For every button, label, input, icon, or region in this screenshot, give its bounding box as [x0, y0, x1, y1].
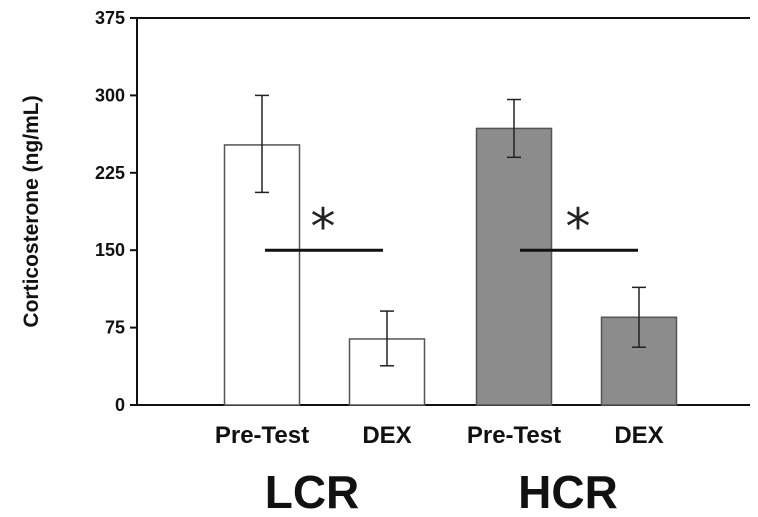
group-label: HCR — [518, 466, 618, 517]
y-tick-label: 0 — [115, 395, 125, 415]
labels: 0 75 150 225 300 375 Corticosterone (ng/mL) Pre… — [20, 8, 664, 517]
category-label: Pre-Test — [467, 422, 561, 449]
y-tick-label: 150 — [95, 240, 125, 260]
y-tick-label: 225 — [95, 163, 125, 183]
category-label: DEX — [362, 422, 411, 449]
y-tick-label: 75 — [105, 318, 125, 338]
category-label: DEX — [614, 422, 663, 449]
category-label: Pre-Test — [215, 422, 309, 449]
y-tick-label: 300 — [95, 85, 125, 105]
y-tick-label: 375 — [95, 8, 125, 28]
significance-asterisk: * — [566, 198, 591, 256]
bar — [475, 127, 553, 406]
bars — [223, 94, 678, 406]
group-label: LCR — [265, 466, 360, 517]
significance-asterisk: * — [311, 198, 336, 256]
y-axis-label: Corticosterone (ng/mL) — [20, 95, 43, 327]
